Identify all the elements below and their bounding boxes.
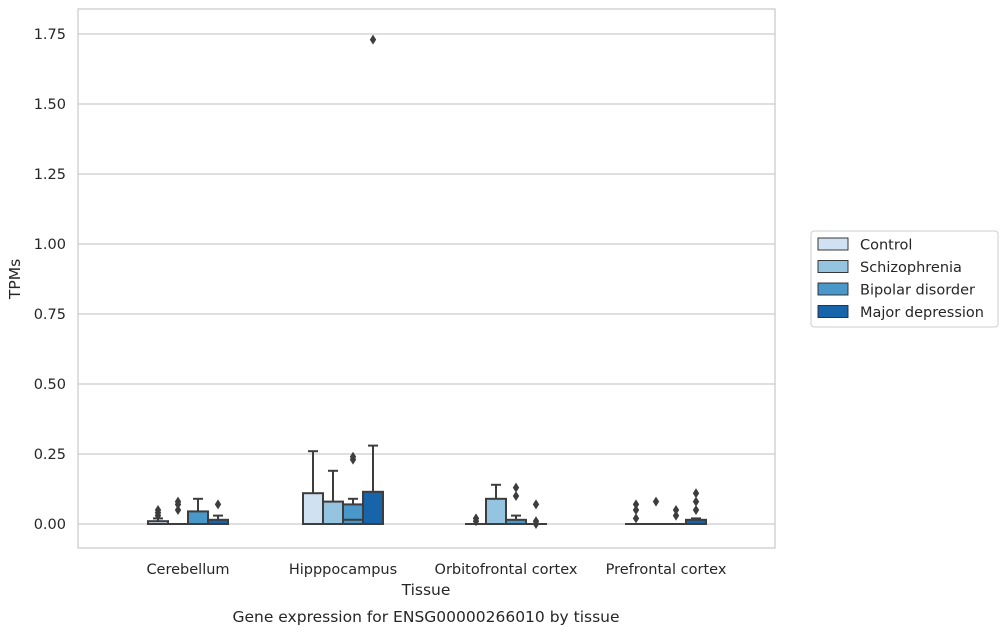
grid-lines xyxy=(78,33,775,525)
box-iqr xyxy=(187,510,209,525)
y-tick-label: 1.75 xyxy=(34,27,66,43)
outlier-point xyxy=(472,513,480,524)
outlier-point xyxy=(692,505,700,515)
y-axis-ticks: 0.00 0.25 0.50 0.75 1.00 1.25 1.50 1.75 xyxy=(34,27,66,533)
legend-swatch xyxy=(817,282,849,296)
outlier-point xyxy=(369,34,377,45)
legend-swatch xyxy=(817,305,849,318)
box-1-3 xyxy=(645,496,667,526)
box-3-2 xyxy=(525,499,547,529)
box-iqr xyxy=(342,503,364,525)
x-axis-label: Tissue xyxy=(401,581,451,599)
legend: Control Schizophrenia Bipolar disorder Majo… xyxy=(810,230,999,328)
legend-swatch xyxy=(817,237,849,251)
legend-label: Control xyxy=(860,238,912,254)
outlier-point xyxy=(174,496,182,507)
outlier-point xyxy=(532,499,540,510)
outlier-point xyxy=(632,499,640,510)
y-tick-label: 0.50 xyxy=(34,377,66,393)
outlier-point xyxy=(154,505,162,515)
box-iqr xyxy=(322,500,344,526)
y-tick-label: 1.25 xyxy=(34,167,66,183)
outlier-point xyxy=(214,499,222,510)
box-iqr xyxy=(362,490,384,525)
box-0-2 xyxy=(465,513,487,527)
box-0-3 xyxy=(625,499,647,526)
outlier-point xyxy=(672,505,680,515)
outlier-point xyxy=(512,491,520,501)
plot-frame xyxy=(77,8,776,549)
legend-label: Major depression xyxy=(860,305,984,321)
outlier-point xyxy=(652,496,660,507)
y-tick-label: 0.25 xyxy=(34,447,66,463)
box-1-0 xyxy=(167,496,189,526)
outlier-point xyxy=(174,505,182,515)
box-2-0 xyxy=(187,497,209,525)
box-plot-area xyxy=(147,34,707,529)
outlier-point xyxy=(532,516,540,527)
outlier-point xyxy=(349,451,357,462)
legend-label: Bipolar disorder xyxy=(860,283,975,299)
y-axis-label: TPMs xyxy=(6,259,24,300)
outlier-point xyxy=(632,505,640,515)
x-tick-label: Prefrontal cortex xyxy=(606,562,727,578)
y-tick-label: 1.00 xyxy=(34,237,66,253)
box-1-2 xyxy=(485,483,507,525)
box-iqr xyxy=(485,497,507,525)
outlier-point xyxy=(692,496,700,507)
box-0-1 xyxy=(302,450,324,526)
legend-label: Schizophrenia xyxy=(860,260,962,276)
box-3-3 xyxy=(685,488,707,525)
outlier-point xyxy=(672,510,680,521)
box-2-3 xyxy=(665,505,687,526)
x-tick-label: Hipppocampus xyxy=(289,562,397,578)
y-tick-label: 1.50 xyxy=(34,97,66,113)
box-3-1 xyxy=(362,34,384,525)
box-0-0 xyxy=(147,505,169,526)
box-3-0 xyxy=(207,499,229,525)
outlier-point xyxy=(692,488,700,499)
outlier-point xyxy=(512,482,520,493)
legend-frame xyxy=(810,230,999,328)
box-2-2 xyxy=(505,482,527,525)
box-2-1 xyxy=(342,451,364,525)
y-tick-label: 0.00 xyxy=(34,517,66,533)
box-iqr xyxy=(302,492,324,526)
box-1-1 xyxy=(322,469,344,526)
y-tick-label: 0.75 xyxy=(34,307,66,323)
x-tick-label: Orbitofrontal cortex xyxy=(435,562,578,578)
outlier-point xyxy=(632,513,640,524)
x-axis-ticks: Cerebellum Hipppocampus Orbitofrontal cort… xyxy=(146,562,726,578)
legend-swatch xyxy=(817,260,849,273)
x-tick-label: Cerebellum xyxy=(146,562,229,578)
chart-caption: Gene expression for ENSG00000266010 by t… xyxy=(232,608,619,626)
